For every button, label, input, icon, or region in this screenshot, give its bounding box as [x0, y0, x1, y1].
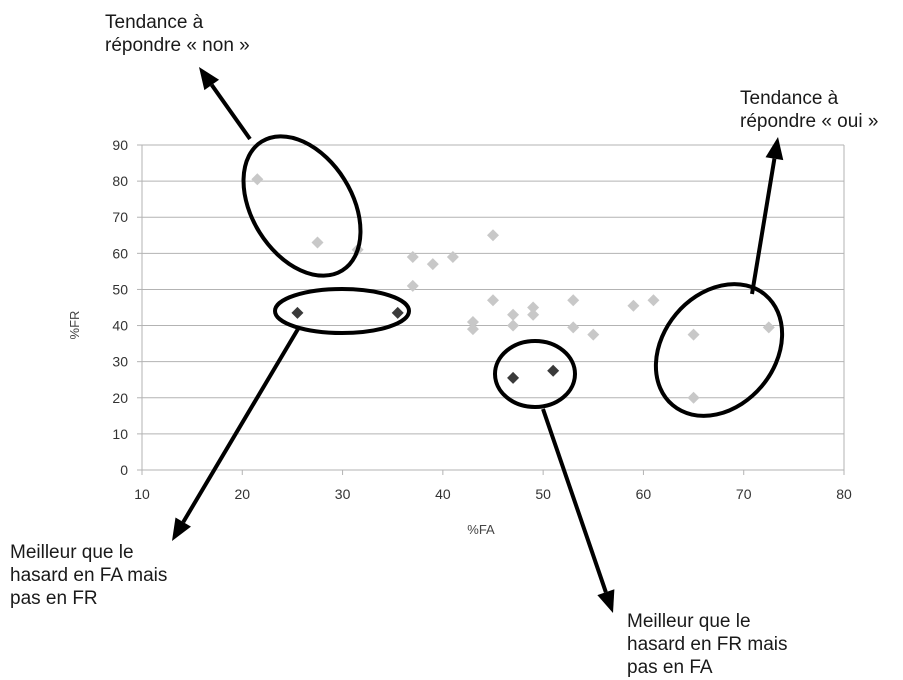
- x-tick-label-50: 50: [535, 486, 551, 502]
- arrow-non-head: [199, 67, 220, 91]
- data-point-s1-0: [291, 306, 304, 319]
- annotation-0-line-1: répondre « non »: [105, 35, 250, 56]
- y-tick-label-80: 80: [112, 173, 128, 189]
- arrow-oui-head: [765, 137, 784, 161]
- data-point-s0-9: [466, 315, 479, 328]
- arrow-fr-not-fa-shaft: [541, 408, 608, 593]
- arrow-fr-not-fa-head: [597, 589, 615, 613]
- x-tick-label-60: 60: [636, 486, 652, 502]
- data-point-s0-11: [507, 308, 520, 321]
- y-tick-label-10: 10: [112, 426, 128, 442]
- data-point-s0-4: [426, 258, 439, 271]
- data-point-s0-16: [567, 321, 580, 334]
- x-tick-label-80: 80: [836, 486, 852, 502]
- annotation-overlays: [172, 67, 785, 613]
- data-point-s0-0: [251, 173, 264, 186]
- annotation-2-line-2: pas en FR: [10, 588, 98, 609]
- x-tick-label-20: 20: [234, 486, 250, 502]
- axes: 0 10 20 30 40 50 60 70 80 90 10 20 30 40 50 60 70 80: [112, 137, 852, 502]
- y-tick-label-40: 40: [112, 318, 128, 334]
- arrow-fa-not-fr-head: [172, 517, 191, 541]
- annotation-3-line-2: pas en FA: [627, 657, 713, 678]
- annotation-3-line-1: hasard en FR mais: [627, 634, 788, 655]
- y-tick-label-20: 20: [112, 390, 128, 406]
- data-point-s0-3: [406, 250, 419, 263]
- y-tick-label-70: 70: [112, 209, 128, 225]
- data-point-s0-22: [762, 321, 775, 334]
- y-tick-label-90: 90: [112, 137, 128, 153]
- data-point-s0-20: [687, 328, 700, 341]
- data-point-s0-17: [587, 328, 600, 341]
- data-point-s0-12: [507, 319, 520, 332]
- x-tick-label-70: 70: [736, 486, 752, 502]
- annotation-0-line-0: Tendance à: [105, 12, 204, 33]
- data-point-s0-13: [527, 301, 540, 314]
- ellipse-non: [241, 134, 363, 278]
- data-point-s0-5: [446, 250, 459, 263]
- data-point-s1-1: [391, 306, 404, 319]
- data-point-s0-15: [567, 294, 580, 307]
- data-point-s0-1: [311, 236, 324, 249]
- data-point-s0-7: [406, 279, 419, 292]
- y-tick-label-50: 50: [112, 281, 128, 297]
- annotation-2-line-0: Meilleur que le: [10, 542, 134, 563]
- data-points: [251, 173, 775, 404]
- ellipse-fr-not-fa: [493, 339, 577, 409]
- gridlines: [142, 144, 844, 471]
- data-point-s0-21: [687, 391, 700, 404]
- ellipse-oui: [653, 282, 785, 418]
- data-point-s0-18: [627, 299, 640, 312]
- x-tick-label-10: 10: [134, 486, 150, 502]
- arrow-non-shaft: [210, 83, 252, 141]
- y-tick-label-0: 0: [120, 462, 128, 478]
- data-point-s0-19: [647, 294, 660, 307]
- data-point-s0-6: [487, 229, 499, 242]
- data-point-s1-3: [547, 364, 560, 377]
- x-axis-title: %FA: [467, 522, 495, 537]
- data-point-s0-8: [487, 294, 499, 307]
- ellipse-fa-not-fr: [273, 287, 411, 335]
- arrow-fa-not-fr-shaft: [181, 327, 300, 524]
- y-axis-title: %FR: [67, 311, 82, 340]
- data-point-s1-2: [507, 371, 520, 384]
- annotation-1-line-1: répondre « oui »: [740, 111, 878, 132]
- annotation-1-line-0: Tendance à: [740, 88, 839, 109]
- data-point-s0-14: [527, 308, 540, 321]
- annotation-3-line-0: Meilleur que le: [627, 611, 751, 632]
- annotation-2-line-1: hasard en FA mais: [10, 565, 167, 586]
- data-point-s0-10: [466, 323, 479, 336]
- y-tick-label-60: 60: [112, 245, 128, 261]
- x-tick-label-30: 30: [335, 486, 351, 502]
- x-tick-label-40: 40: [435, 486, 451, 502]
- arrow-oui-shaft: [750, 158, 777, 295]
- y-tick-label-30: 30: [112, 354, 128, 370]
